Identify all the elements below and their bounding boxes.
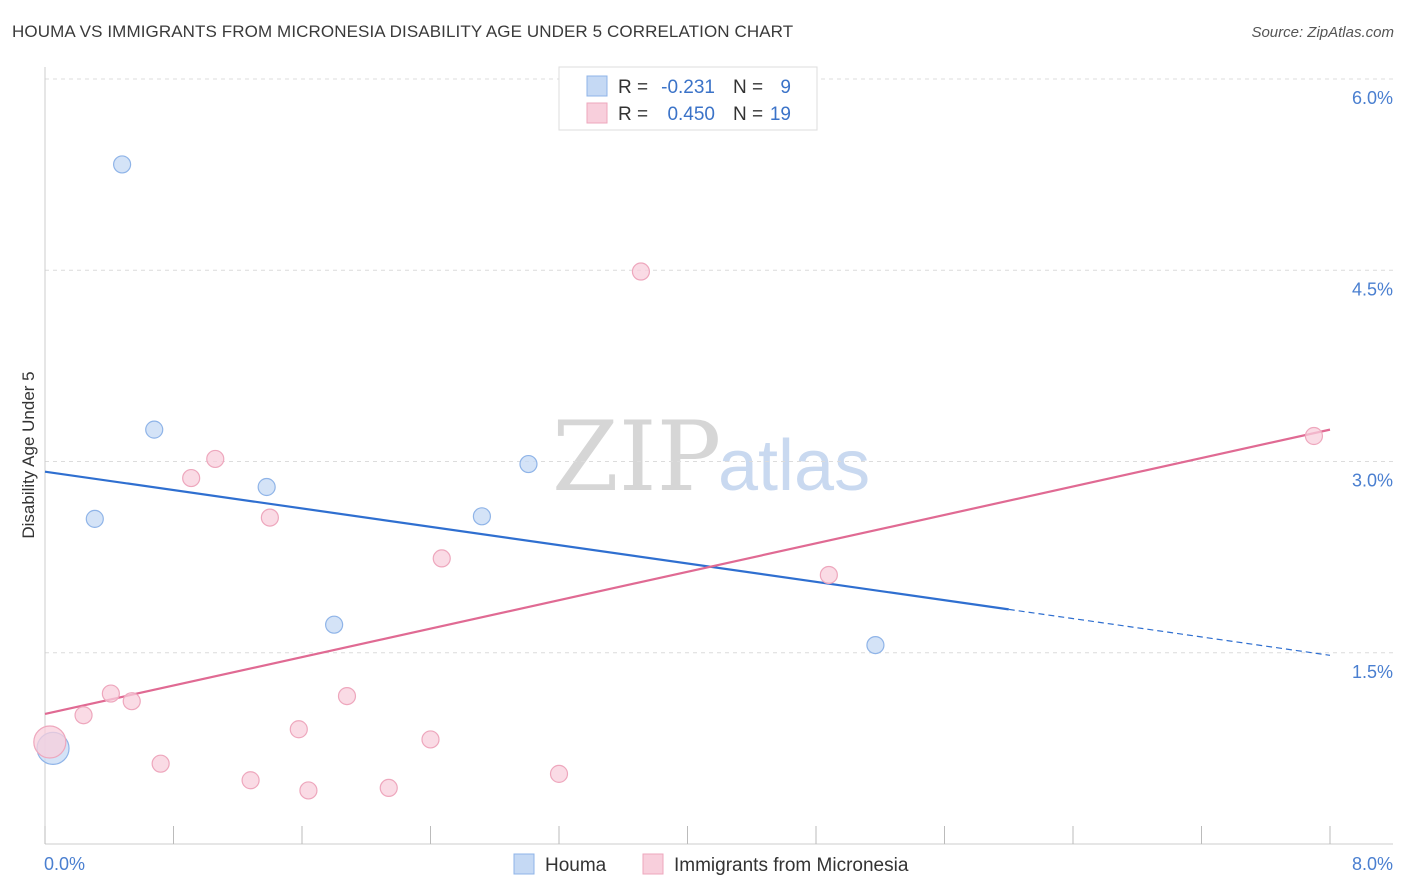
legend-r-label-micronesia: R = [618, 104, 648, 125]
legend-r-value-houma: -0.231 [661, 77, 715, 98]
point-series-1-13 [421, 730, 440, 749]
point-series-0-4 [257, 477, 276, 497]
point-series-0-7 [519, 454, 538, 474]
y-axis-title: Disability Age Under 5 [19, 371, 38, 538]
legend-n-label-micronesia: N = [733, 104, 763, 125]
point-series-0-2 [112, 155, 132, 174]
point-series-0-1 [85, 509, 104, 528]
x-tick-label-min: 0.0% [44, 854, 85, 874]
watermark: ZIP atlas [552, 401, 870, 513]
point-series-1-14 [432, 549, 451, 568]
y-tick-label-0: 1.5% [1352, 662, 1393, 682]
point-series-1-6 [206, 449, 225, 469]
point-series-1-18 [1304, 426, 1324, 446]
y-tick-label-2: 4.5% [1352, 279, 1393, 299]
legend-swatch-micronesia [586, 102, 608, 124]
point-series-1-1 [74, 706, 93, 725]
y-tick-labels: 1.5% 3.0% 4.5% 6.0% [1352, 88, 1393, 682]
point-series-0-6 [472, 507, 491, 526]
x-tick-label-max: 8.0% [1352, 854, 1393, 874]
gridlines [45, 78, 1393, 654]
point-series-1-16 [631, 262, 651, 281]
point-series-1-4 [151, 754, 170, 773]
point-series-1-9 [289, 720, 308, 739]
trend-lines [44, 428, 1331, 716]
point-series-1-15 [549, 764, 569, 783]
point-series-1-11 [337, 686, 357, 706]
point-series-0-5 [325, 615, 344, 634]
series-legend-swatch-houma [513, 853, 535, 875]
legend-r-value-micronesia: 0.450 [667, 104, 715, 125]
series-legend-label-micronesia: Immigrants from Micronesia [674, 855, 909, 876]
point-series-1-3 [122, 692, 141, 711]
point-series-1-7 [241, 771, 260, 790]
trend-line-dashed-series-0 [1008, 608, 1331, 656]
point-series-1-0 [33, 725, 67, 759]
series-legend: Houma Immigrants from Micronesia [513, 853, 909, 876]
point-series-0-8 [866, 635, 885, 655]
point-series-1-2 [101, 684, 120, 703]
legend-r-label-houma: R = [618, 77, 648, 98]
watermark-atlas: atlas [718, 426, 870, 506]
trend-line-series-0 [44, 470, 1009, 611]
y-tick-label-1: 3.0% [1352, 471, 1393, 491]
legend-swatch-houma [586, 75, 608, 97]
point-series-1-8 [260, 508, 279, 527]
legend-n-value-micronesia: 19 [770, 104, 791, 125]
series-legend-label-houma: Houma [545, 855, 607, 876]
legend-n-label-houma: N = [733, 77, 763, 98]
y-tick-label-3: 6.0% [1352, 88, 1393, 108]
point-series-1-12 [379, 778, 398, 798]
point-series-0-3 [145, 420, 164, 439]
series-legend-swatch-micronesia [642, 853, 664, 875]
point-series-1-10 [299, 781, 318, 800]
trend-line-series-1 [44, 428, 1331, 716]
axes [44, 67, 1393, 845]
point-series-1-17 [819, 565, 838, 585]
chart-title: HOUMA VS IMMIGRANTS FROM MICRONESIA DISA… [12, 22, 794, 41]
chart-source: Source: ZipAtlas.com [1251, 24, 1394, 41]
legend-n-value-houma: 9 [780, 77, 791, 98]
correlation-legend: R = -0.231 N = 9 R = 0.450 N = 19 [558, 66, 818, 131]
data-points [33, 155, 1324, 800]
point-series-1-5 [182, 468, 201, 488]
watermark-zip: ZIP [552, 401, 721, 513]
